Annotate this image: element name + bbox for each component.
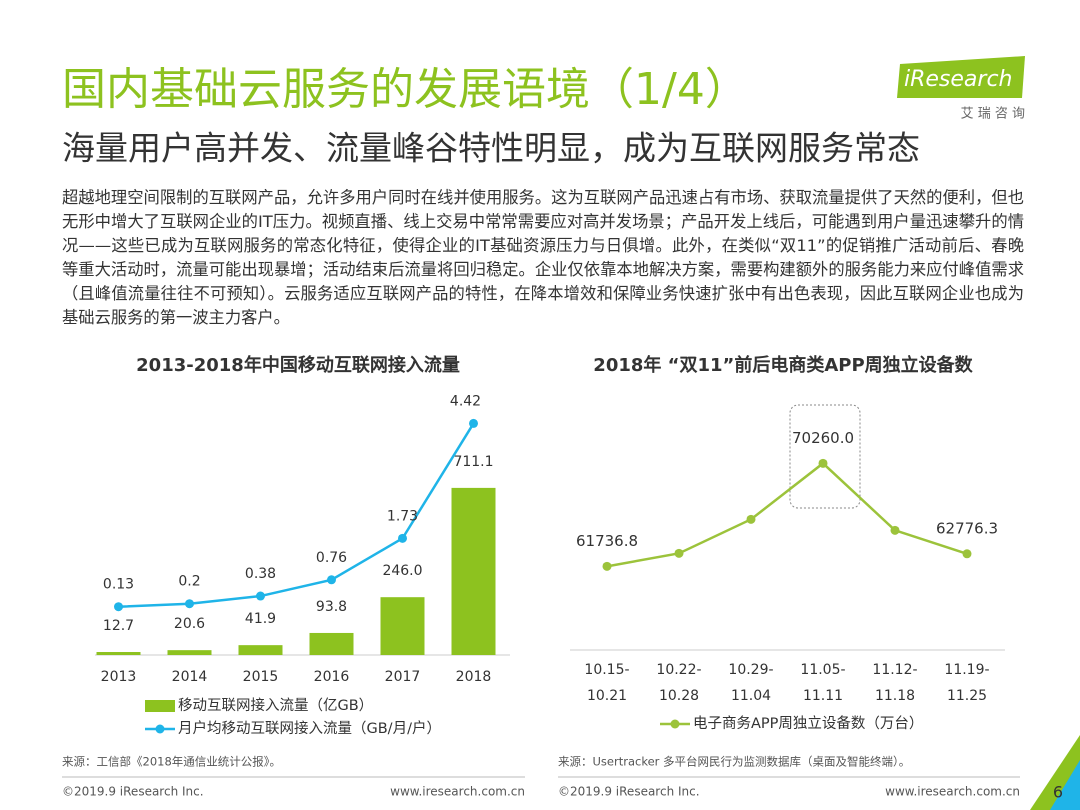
point [746, 514, 756, 524]
data-label: 41.9 [245, 611, 276, 627]
x-tick-label: 11.12-11.18 [872, 662, 918, 704]
x-tick-label: 10.29-11.04 [728, 662, 774, 704]
point [256, 591, 265, 601]
source: 来源：Usertracker 多平台网民行为监测数据库（桌面及智能终端）。 [558, 755, 910, 769]
x-tick-label: 2014 [172, 669, 208, 685]
x-tick-label: 11.05-11.11 [800, 662, 846, 704]
legend-swatch [145, 700, 175, 712]
bar [451, 487, 496, 655]
legend-label: 月户均移动互联网接入流量（GB/月/户） [178, 720, 441, 737]
point [114, 602, 123, 612]
corner [1050, 760, 1080, 810]
bar [309, 632, 354, 655]
line [118, 422, 475, 608]
logo-bg [897, 56, 1025, 98]
bar [238, 645, 283, 655]
source: 来源：工信部《2018年通信业统计公报》。 [62, 755, 281, 769]
data-label: 711.1 [453, 454, 493, 470]
data-label: 93.8 [316, 599, 347, 615]
x-tick-label: 11.19-11.25 [944, 662, 990, 704]
point [185, 599, 194, 609]
data-label: 61736.8 [576, 532, 638, 550]
body-text: 超越地理空间限制的互联网产品，允许多用户同时在线并使用服务。这为互联网产品迅速占… [62, 188, 1024, 327]
x-tick-label: 2016 [314, 669, 350, 685]
point [602, 561, 612, 571]
chart-title: 2018年 “双11”前后电商类APP周独立设备数 [593, 354, 973, 376]
x-tick-label: 2015 [243, 669, 279, 685]
chart-title: 2013-2018年中国移动互联网接入流量 [136, 354, 460, 376]
point [674, 548, 684, 558]
point [818, 458, 828, 468]
point [398, 533, 407, 543]
site: www.iresearch.com.cn [885, 785, 1020, 799]
data-label: 0.38 [245, 566, 276, 582]
page-number: 6 [1053, 783, 1063, 802]
x-tick-label: 2018 [456, 669, 492, 685]
legend-swatch [155, 724, 165, 734]
legend-label: 电子商务APP周独立设备数（万台） [693, 715, 923, 732]
copyright: ©2019.9 iResearch Inc. [62, 785, 204, 799]
x-tick-label: 2013 [101, 669, 137, 685]
point [890, 525, 900, 535]
data-label: 20.6 [174, 616, 205, 632]
data-label: 4.42 [450, 393, 481, 409]
point [327, 575, 336, 585]
x-tick-label: 2017 [385, 669, 421, 685]
data-label: 0.76 [316, 550, 347, 566]
line [606, 461, 968, 568]
bar [167, 650, 212, 655]
data-label: 246.0 [382, 563, 422, 579]
copyright: ©2019.9 iResearch Inc. [558, 785, 700, 799]
data-label: 0.13 [103, 577, 134, 593]
data-label: 1.73 [387, 508, 418, 524]
slide-title: 国内基础云服务的发展语境（1/4） [62, 64, 749, 115]
x-tick-label: 10.22-10.28 [656, 662, 702, 704]
data-label: 70260.0 [792, 429, 854, 447]
data-label: 0.2 [178, 574, 200, 590]
point [469, 418, 478, 428]
slide-subtitle: 海量用户高并发、流量峰谷特性明显，成为互联网服务常态 [62, 129, 920, 168]
bar [380, 597, 425, 655]
x-tick-label: 10.15-10.21 [584, 662, 630, 704]
bar [96, 652, 141, 655]
data-label: 12.7 [103, 618, 134, 634]
highlight-box [789, 404, 861, 509]
logo: iResearch [904, 67, 1013, 92]
point [962, 549, 972, 559]
legend-label: 移动互联网接入流量（亿GB） [178, 697, 373, 714]
legend-swatch [670, 719, 680, 729]
site: www.iresearch.com.cn [390, 785, 525, 799]
data-label: 62776.3 [936, 519, 998, 537]
logo-cn: 艾 瑞 咨 询 [961, 107, 1025, 122]
